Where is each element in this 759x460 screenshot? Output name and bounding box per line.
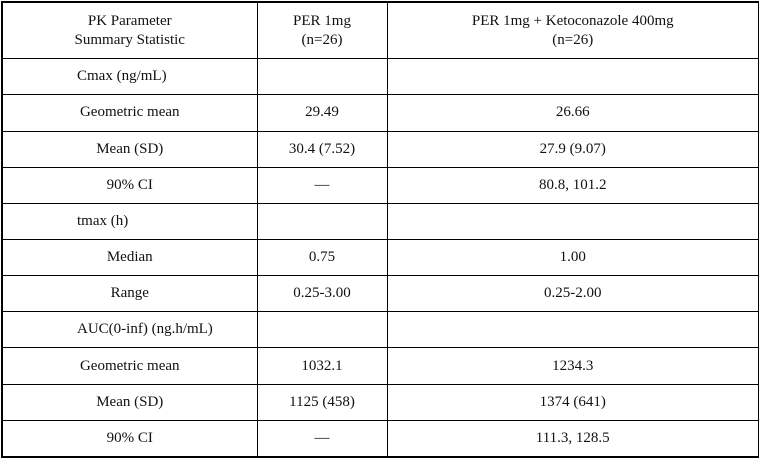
header-text: PER 1mg — [293, 12, 351, 29]
data-row: 90% CI —80.8, 101.2 — [1, 166, 759, 204]
statistic-cell: Median — [1, 239, 258, 277]
section-title: tmax (h) — [1, 202, 258, 241]
statistic-cell: 90% CI — [1, 419, 258, 458]
value-cell: — — [256, 166, 388, 204]
value-cell: 1374 (641) — [386, 383, 759, 421]
header-cell: PK Parameter Summary Statistic — [1, 1, 258, 60]
value-cell: 30.4 (7.52) — [256, 130, 388, 168]
data-row: Mean (SD) 1125 (458) 1374 (641) — [1, 383, 759, 421]
data-row: Geometric mean 29.49 26.66 — [1, 94, 759, 132]
value-cell: 80.8, 101.2 — [386, 166, 759, 204]
value-cell: 29.49 — [256, 94, 388, 132]
statistic-cell: Range — [1, 275, 258, 313]
header-text: PK Parameter — [87, 12, 172, 29]
value-cell: 1032.1 — [256, 347, 388, 385]
value-cell: 0.25-3.00 — [256, 275, 388, 313]
statistic-cell: 90% CI — [1, 166, 258, 204]
header-text: (n=26) — [552, 31, 594, 48]
empty-cell — [256, 202, 388, 241]
section-row: tmax (h) — [1, 202, 759, 241]
header-text: PER 1mg + Ketoconazole 400mg — [471, 12, 674, 29]
data-row: Mean (SD) 30.4 (7.52) 27.9 (9.07) — [1, 130, 759, 168]
data-row: 90% CI —111.3, 128.5 — [1, 419, 759, 458]
section-row: AUC(0-inf) (ng.h/mL) — [1, 311, 759, 349]
empty-cell — [386, 58, 759, 96]
section-row: Cmax (ng/mL) — [1, 58, 759, 96]
data-row: Range 0.25-3.00 0.25-2.00 — [1, 275, 759, 313]
header-text: Summary Statistic — [74, 31, 185, 48]
data-row: Median 0.75 1.00 — [1, 239, 759, 277]
section-title: AUC(0-inf) (ng.h/mL) — [1, 311, 258, 349]
value-cell: 1125 (458) — [256, 383, 388, 421]
value-cell: 0.75 — [256, 239, 388, 277]
value-cell: 26.66 — [386, 94, 759, 132]
statistic-cell: Mean (SD) — [1, 383, 258, 421]
empty-cell — [386, 202, 759, 241]
section-title: Cmax (ng/mL) — [1, 58, 258, 96]
value-cell: 1.00 — [386, 239, 759, 277]
value-cell: — — [256, 419, 388, 458]
empty-cell — [386, 311, 759, 349]
value-cell: 27.9 (9.07) — [386, 130, 759, 168]
header-cell: PER 1mg (n=26) — [256, 1, 388, 60]
empty-cell — [256, 311, 388, 349]
header-cell: PER 1mg + Ketoconazole 400mg (n=26) — [386, 1, 759, 60]
statistic-cell: Geometric mean — [1, 94, 258, 132]
statistic-cell: Mean (SD) — [1, 130, 258, 168]
value-cell: 111.3, 128.5 — [386, 419, 759, 458]
statistic-cell: Geometric mean — [1, 347, 258, 385]
header-text: (n=26) — [301, 31, 343, 48]
value-cell: 1234.3 — [386, 347, 759, 385]
data-row: Geometric mean 1032.1 1234.3 — [1, 347, 759, 385]
header-row: PK Parameter Summary Statistic PER 1mg (n=2… — [1, 1, 759, 60]
value-cell: 0.25-2.00 — [386, 275, 759, 313]
empty-cell — [256, 58, 388, 96]
